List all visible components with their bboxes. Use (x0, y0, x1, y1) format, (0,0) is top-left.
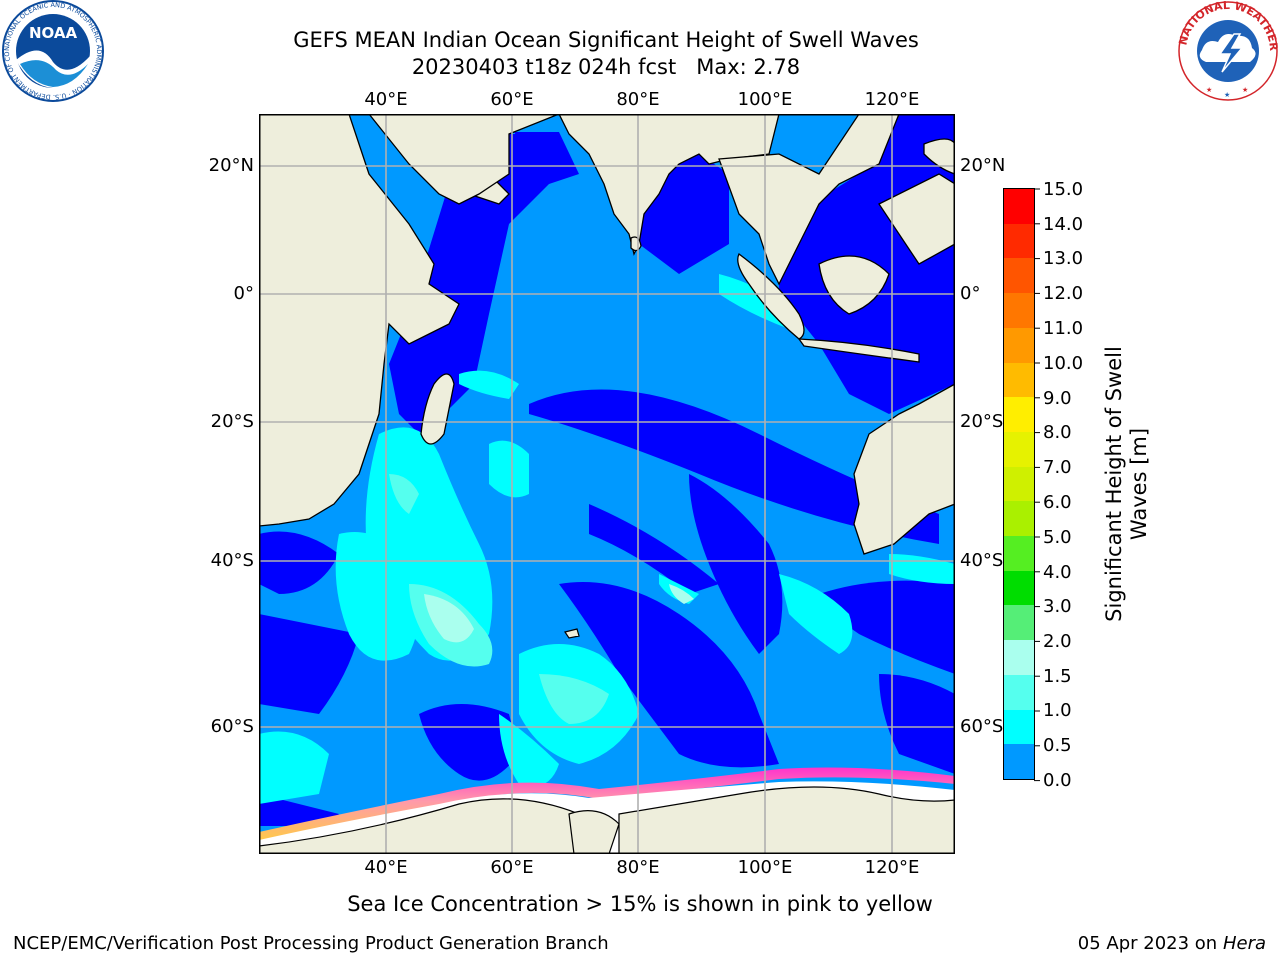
lon-label-top: 120°E (864, 89, 920, 110)
colorbar-segment (1004, 397, 1034, 432)
colorbar-tick: 4.0 (1043, 562, 1072, 583)
map-panel (259, 114, 955, 854)
colorbar-segment (1004, 744, 1034, 779)
svg-text:★: ★ (1224, 91, 1230, 99)
land-kerguelen (564, 628, 580, 639)
colorbar-tick: 6.0 (1043, 492, 1072, 513)
lon-label-bottom: 40°E (364, 857, 408, 878)
lat-label-right: 20°S (960, 411, 1004, 432)
lon-label-top: 80°E (616, 89, 660, 110)
colorbar-segment (1004, 189, 1034, 224)
lat-label-left: 40°S (210, 550, 254, 571)
lat-label-right: 60°S (960, 716, 1004, 737)
colorbar-tick: 14.0 (1043, 214, 1084, 235)
svg-text:★: ★ (1206, 86, 1212, 94)
footer-host: Hera (1222, 933, 1266, 954)
chart-title-line1: GEFS MEAN Indian Ocean Significant Heigh… (293, 28, 919, 52)
land-southeast-asia (718, 114, 955, 363)
colorbar-tick: 3.0 (1043, 596, 1072, 617)
colorbar-label: Significant Height of Swell Waves [m] (1102, 346, 1151, 622)
colorbar-tick: 12.0 (1043, 283, 1084, 304)
colorbar-segment (1004, 431, 1034, 467)
lon-label-top: 100°E (737, 89, 793, 110)
colorbar-tick: 8.0 (1043, 422, 1072, 443)
land-australia (853, 383, 955, 555)
lat-label-right: 0° (960, 283, 981, 304)
colorbar-tick: 5.0 (1043, 527, 1072, 548)
colorbar-tick-marks (1034, 188, 1040, 782)
colorbar-tick: 13.0 (1043, 248, 1084, 269)
lon-label-bottom: 80°E (616, 857, 660, 878)
map-gridlines (259, 114, 955, 854)
colorbar-segment (1004, 293, 1034, 328)
lon-label-bottom: 60°E (490, 857, 534, 878)
footer-date: 05 Apr 2023 on (1077, 933, 1223, 954)
colorbar-segment (1004, 501, 1034, 537)
colorbar-segment (1004, 223, 1034, 259)
colorbar-segment (1004, 327, 1034, 363)
colorbar-tick: 9.0 (1043, 388, 1072, 409)
colorbar-segment (1004, 709, 1034, 745)
lon-label-top: 40°E (364, 89, 408, 110)
colorbar-tick: 1.5 (1043, 666, 1072, 687)
sea-ice-band (259, 767, 955, 842)
lat-label-left: 20°N (208, 155, 254, 176)
noaa-logo-text: NOAA (29, 24, 78, 42)
colorbar-tick: 11.0 (1043, 318, 1084, 339)
footer-right: 05 Apr 2023 on Hera (1078, 933, 1266, 955)
nws-logo: NATIONAL WEATHER SERVICE ★ ★ ★ (1176, 0, 1280, 101)
colorbar-tick: 15.0 (1043, 179, 1084, 200)
colorbar-tick: 0.0 (1043, 770, 1072, 791)
lon-label-top: 60°E (490, 89, 534, 110)
lat-label-left: 60°S (210, 716, 254, 737)
colorbar-segment (1004, 640, 1034, 675)
colorbar-segment (1004, 362, 1034, 398)
colorbar-segment (1004, 466, 1034, 502)
lat-label-right: 40°S (960, 550, 1004, 571)
caption-text: Sea Ice Concentration > 15% is shown in … (347, 892, 933, 916)
swell-2.0-3.0m (424, 584, 694, 643)
lon-label-bottom: 120°E (864, 857, 920, 878)
colorbar-segment (1004, 674, 1034, 710)
colorbar-segment (1004, 570, 1034, 606)
land-antarctica-east (618, 786, 955, 854)
lon-label-bottom: 100°E (737, 857, 793, 878)
map-caption: Sea Ice Concentration > 15% is shown in … (0, 891, 1280, 917)
colorbar-tick: 10.0 (1043, 353, 1084, 374)
map-frame (259, 114, 955, 854)
chart-title-line2: 20230403 t18z 024h fcst Max: 2.78 (411, 55, 801, 79)
lightning-icon (1218, 33, 1244, 73)
colorbar-tick: 2.0 (1043, 631, 1072, 652)
colorbar (1003, 188, 1035, 780)
noaa-logo: NATIONAL OCEANIC AND ATMOSPHERIC ADMINIS… (0, 0, 104, 102)
colorbar-segment (1004, 258, 1034, 294)
colorbar-segment (1004, 536, 1034, 571)
footer-left: NCEP/EMC/Verification Post Processing Pr… (13, 933, 609, 954)
svg-text:★: ★ (1242, 86, 1248, 94)
lat-label-left: 0° (233, 283, 254, 304)
colorbar-tick: 7.0 (1043, 457, 1072, 478)
colorbar-tick: 1.0 (1043, 700, 1072, 721)
colorbar-segment (1004, 605, 1034, 641)
colorbar-tick: 0.5 (1043, 735, 1072, 756)
land-arabia (349, 114, 560, 205)
lat-label-right: 20°N (960, 155, 1006, 176)
lat-label-left: 20°S (210, 411, 254, 432)
